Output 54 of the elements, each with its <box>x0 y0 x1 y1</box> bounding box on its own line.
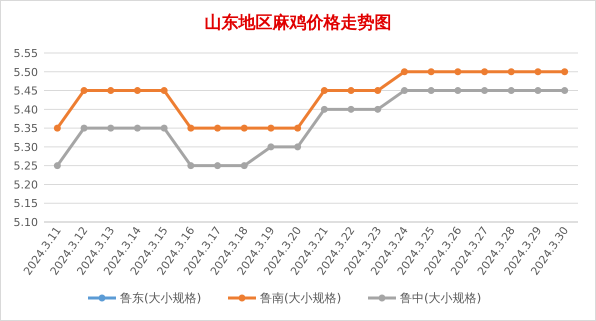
point <box>561 87 568 94</box>
point <box>214 162 222 170</box>
point <box>187 124 194 132</box>
point <box>240 124 248 132</box>
y-tick-label: 5.35 <box>14 122 38 136</box>
point <box>240 162 248 170</box>
point <box>294 143 302 150</box>
point <box>561 68 568 76</box>
point <box>267 143 274 150</box>
y-tick-label: 5.55 <box>14 47 38 60</box>
point <box>214 124 222 132</box>
point <box>107 124 114 132</box>
point <box>54 124 61 132</box>
legend-label: 鲁东(大小规格) <box>120 291 202 305</box>
point <box>134 87 141 94</box>
point <box>80 87 88 94</box>
point <box>374 87 382 94</box>
point <box>134 124 141 132</box>
y-tick-label: 5.30 <box>14 140 38 154</box>
point <box>160 124 168 132</box>
point <box>160 87 168 94</box>
point <box>294 124 302 132</box>
point <box>374 106 382 113</box>
y-tick-label: 5.50 <box>14 66 38 79</box>
point <box>428 87 435 94</box>
point <box>107 87 114 94</box>
legend-label: 鲁南(大小规格) <box>260 291 342 305</box>
point <box>54 162 61 170</box>
legend-label: 鲁中(大小规格) <box>400 291 482 305</box>
point <box>481 87 488 94</box>
point <box>481 68 488 76</box>
y-tick-label: 5.40 <box>14 103 38 116</box>
point <box>187 162 194 170</box>
y-tick-label: 5.45 <box>14 84 38 98</box>
y-tick-label: 5.15 <box>14 197 38 210</box>
point <box>454 68 462 76</box>
point <box>320 106 328 113</box>
y-tick-label: 5.20 <box>14 178 38 192</box>
point <box>454 87 462 94</box>
point <box>400 68 408 76</box>
point <box>267 124 274 132</box>
y-tick-label: 5.10 <box>14 216 38 229</box>
point <box>428 68 435 76</box>
point <box>348 106 355 113</box>
point <box>534 87 542 94</box>
point <box>320 87 328 94</box>
point <box>508 87 515 94</box>
point <box>400 87 408 94</box>
point <box>534 68 542 76</box>
point <box>348 87 355 94</box>
point <box>80 124 88 132</box>
y-tick-label: 5.25 <box>14 160 38 173</box>
point <box>508 68 515 76</box>
chart-title: 山东地区麻鸡价格走势图 <box>204 13 392 32</box>
